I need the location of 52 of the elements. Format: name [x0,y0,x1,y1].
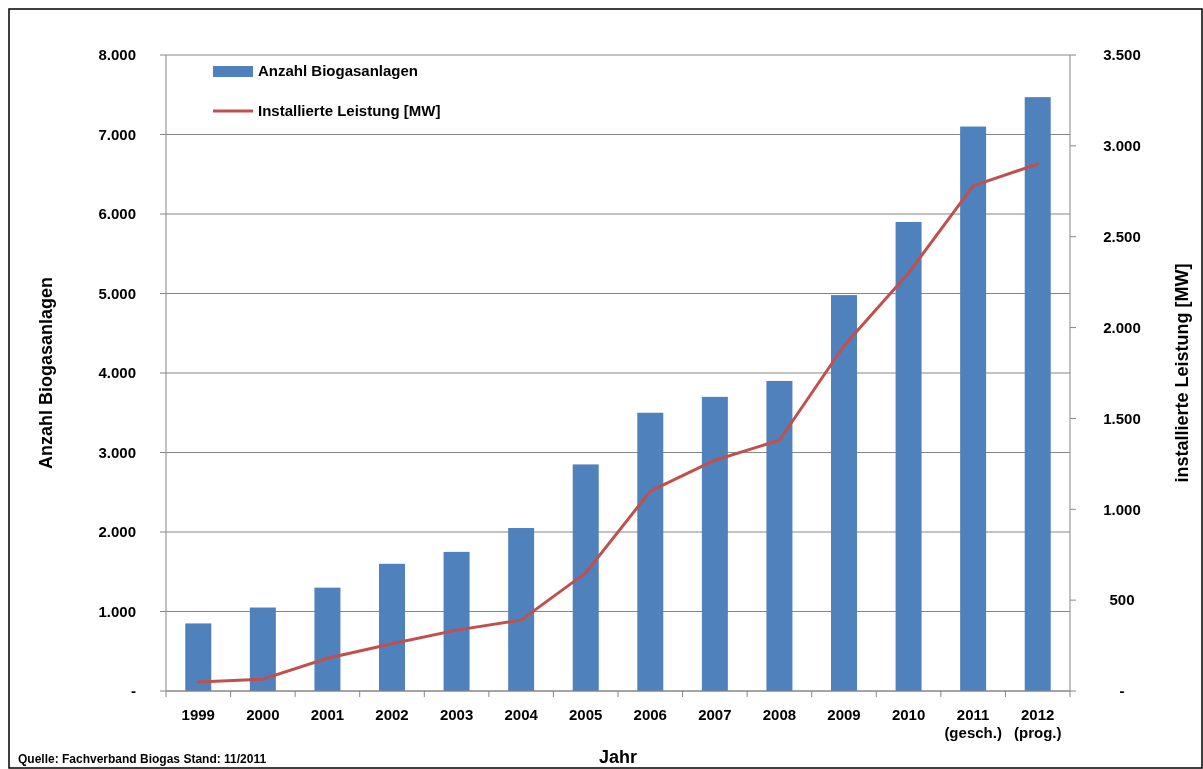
y-tick-label: 7.000 [98,125,136,143]
x-axis-title: Jahr [598,747,638,767]
bar [637,412,664,691]
x-tick-label: 2007 [698,706,732,723]
x-tick-label: 2006 [633,706,667,723]
bar [960,126,987,691]
line-series [196,162,1040,684]
x-tick-label: 2000 [246,706,280,723]
bar [572,464,599,691]
bar [766,380,793,691]
y-tick-label: 1.000 [98,602,136,620]
bar [831,295,857,691]
legend-label: Installierte Leistung [MW] [258,102,441,120]
bar [508,528,535,691]
y-tick-label: 3.000 [98,443,136,461]
y-tick-label: 6.000 [98,205,136,223]
y2-tick-label: 1.000 [1103,500,1141,518]
bar [701,396,728,691]
x-tick-label: 2005 [569,706,603,723]
y2-tick-label: 2.500 [1103,227,1141,245]
y-tick-label: 2.000 [98,523,136,541]
x-tick-label: 2003 [439,706,474,723]
y2-tick-label: 1.500 [1103,409,1141,427]
x-tick-label: 2008 [762,706,797,723]
y2-tick-label: 3.000 [1103,137,1141,155]
y2-axis-title: installierte Leistung [MW] [1172,263,1192,483]
x-tick-label: 2011 (gesch.) [944,706,1002,741]
x-tick-label: 2004 [504,706,539,723]
bar [443,551,470,691]
bar [185,623,212,691]
y2-tick-label: - [1119,682,1125,700]
x-tick-label: 2002 [375,706,409,723]
y-tick-label: 4.000 [98,364,136,382]
bar [314,587,341,691]
y-tick-label: 8.000 [98,46,136,64]
x-tick-label: 2010 [891,706,926,723]
bar [1024,97,1051,691]
x-tick-label: 2001 [310,706,345,723]
x-tick-label: 1999 [181,706,215,723]
legend-label: Anzahl Biogasanlagen [258,62,419,80]
y2-tick-label: 2.000 [1103,318,1141,336]
y2-tick-label: 500 [1109,591,1135,609]
x-tick-label: 2009 [827,706,861,723]
x-tick-label: 2012 (prog.) [1013,706,1062,741]
source-note: Quelle: Fachverband Biogas Stand: 11/2011 [18,752,267,766]
y2-tick-label: 3.500 [1103,46,1141,64]
y-tick-label: 5.000 [98,284,136,302]
bar [249,607,276,691]
y-axis-title: Anzahl Biogasanlagen [36,276,56,470]
bar [895,221,922,691]
bar [379,563,405,691]
y-tick-label: - [131,682,136,700]
